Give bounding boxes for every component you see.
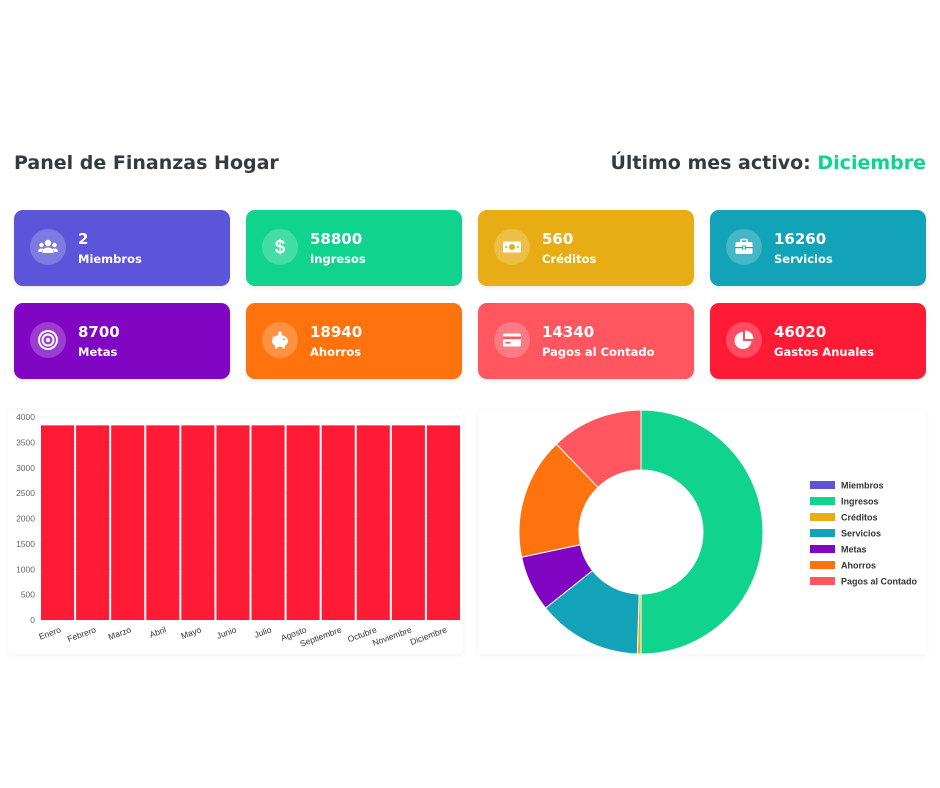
slice-ingresos[interactable] <box>640 409 764 655</box>
piggy-bank-icon <box>262 322 298 358</box>
money-bill-icon <box>494 229 530 265</box>
legend-label: Servicios <box>841 529 881 539</box>
card-creditos[interactable]: 560 Créditos <box>478 210 694 286</box>
legend-swatch <box>810 561 835 569</box>
bar-noviembre[interactable] <box>391 425 425 620</box>
credit-card-icon <box>494 322 530 358</box>
bar-abril[interactable] <box>146 425 180 620</box>
last-month-label: Último mes activo: <box>610 152 811 174</box>
pie-chart-icon <box>726 322 762 358</box>
legend-swatch <box>810 577 835 585</box>
card-metas[interactable]: 8700 Metas <box>14 303 230 379</box>
bar-junio[interactable] <box>216 425 250 620</box>
card-servicios[interactable]: 16260 Servicios <box>710 210 926 286</box>
card-value: 18940 <box>310 323 363 341</box>
x-tick-label: Enero <box>37 624 62 641</box>
y-tick-label: 4000 <box>16 412 35 422</box>
card-pagos-contado[interactable]: 14340 Pagos al Contado <box>478 303 694 379</box>
svg-text:$: $ <box>275 237 286 258</box>
x-tick-label: Junio <box>215 624 238 640</box>
x-tick-label: Marzo <box>107 624 133 642</box>
card-ahorros[interactable]: 18940 Ahorros <box>246 303 462 379</box>
users-icon <box>30 229 66 265</box>
bar-diciembre[interactable] <box>426 425 460 620</box>
legend-label: Ahorros <box>841 561 876 571</box>
card-miembros[interactable]: 2 Miembros <box>14 210 230 286</box>
bar-octubre[interactable] <box>356 425 390 620</box>
category-donut-chart-panel: Miembros Ingresos Créditos Servicios Metas Ah… <box>478 409 926 655</box>
bar-marzo[interactable] <box>111 425 145 620</box>
y-tick-label: 500 <box>21 590 35 600</box>
legend-swatch <box>810 513 835 521</box>
card-value: 46020 <box>774 323 827 341</box>
card-value: 58800 <box>310 230 363 248</box>
y-tick-label: 1000 <box>16 564 35 574</box>
dollar-icon: $ <box>262 229 298 265</box>
legend-swatch <box>810 545 835 553</box>
x-tick-label: Mayo <box>180 624 203 641</box>
card-value: 16260 <box>774 230 827 248</box>
bar-septiembre[interactable] <box>321 425 355 620</box>
y-tick-label: 0 <box>30 615 35 625</box>
card-value: 8700 <box>78 323 120 341</box>
bar-febrero[interactable] <box>76 425 110 620</box>
legend-label: Metas <box>841 545 867 555</box>
legend-label: Ingresos <box>841 497 879 507</box>
briefcase-icon <box>726 229 762 265</box>
bar-julio[interactable] <box>251 425 285 620</box>
card-label: Servicios <box>774 252 833 266</box>
x-tick-label: Abril <box>148 624 168 639</box>
card-label: Metas <box>78 345 118 359</box>
x-tick-label: Julio <box>253 624 273 639</box>
page-title: Panel de Finanzas Hogar <box>14 152 279 174</box>
legend-swatch <box>810 497 835 505</box>
card-value: 560 <box>542 230 574 248</box>
legend-label: Pagos al Contado <box>841 577 918 587</box>
header: Panel de Finanzas Hogar Último mes activ… <box>14 152 926 182</box>
card-value: 14340 <box>542 323 595 341</box>
last-month-value: Diciembre <box>817 152 926 174</box>
card-label: Pagos al Contado <box>542 345 655 359</box>
card-label: Miembros <box>78 252 142 266</box>
bar-agosto[interactable] <box>286 425 320 620</box>
y-tick-label: 3000 <box>16 463 35 473</box>
target-icon <box>30 322 66 358</box>
bar-enero[interactable] <box>41 425 75 620</box>
x-tick-label: Febrero <box>66 624 98 644</box>
card-label: Ingresos <box>310 252 366 266</box>
y-tick-label: 1500 <box>16 539 35 549</box>
legend-label: Miembros <box>841 481 884 491</box>
y-tick-label: 2500 <box>16 488 35 498</box>
card-label: Gastos Anuales <box>774 345 874 359</box>
x-tick-label: Diciembre <box>409 624 449 647</box>
card-ingresos[interactable]: $ 58800 Ingresos <box>246 210 462 286</box>
legend-swatch <box>810 529 835 537</box>
y-tick-label: 2000 <box>16 514 35 524</box>
card-gastos-anuales[interactable]: 46020 Gastos Anuales <box>710 303 926 379</box>
slice-pagos-al-contado[interactable] <box>555 409 642 489</box>
card-label: Créditos <box>542 252 597 266</box>
y-tick-label: 3500 <box>16 437 35 447</box>
legend-label: Créditos <box>841 513 878 523</box>
card-value: 2 <box>78 230 89 248</box>
x-tick-label: Noviembre <box>371 624 413 648</box>
legend-swatch <box>810 481 835 489</box>
monthly-bar-chart: 0 500 1000 1500 2000 2500 3000 3500 4000 Enero Feb… <box>16 412 461 649</box>
category-donut-chart: Miembros Ingresos Créditos Servicios Metas Ah… <box>518 409 918 655</box>
last-month-indicator: Último mes activo: Diciembre <box>610 152 926 174</box>
bar-mayo[interactable] <box>181 425 215 620</box>
card-label: Ahorros <box>310 345 362 359</box>
monthly-bar-chart-panel: 0 500 1000 1500 2000 2500 3000 3500 4000 Enero Feb… <box>8 410 463 654</box>
